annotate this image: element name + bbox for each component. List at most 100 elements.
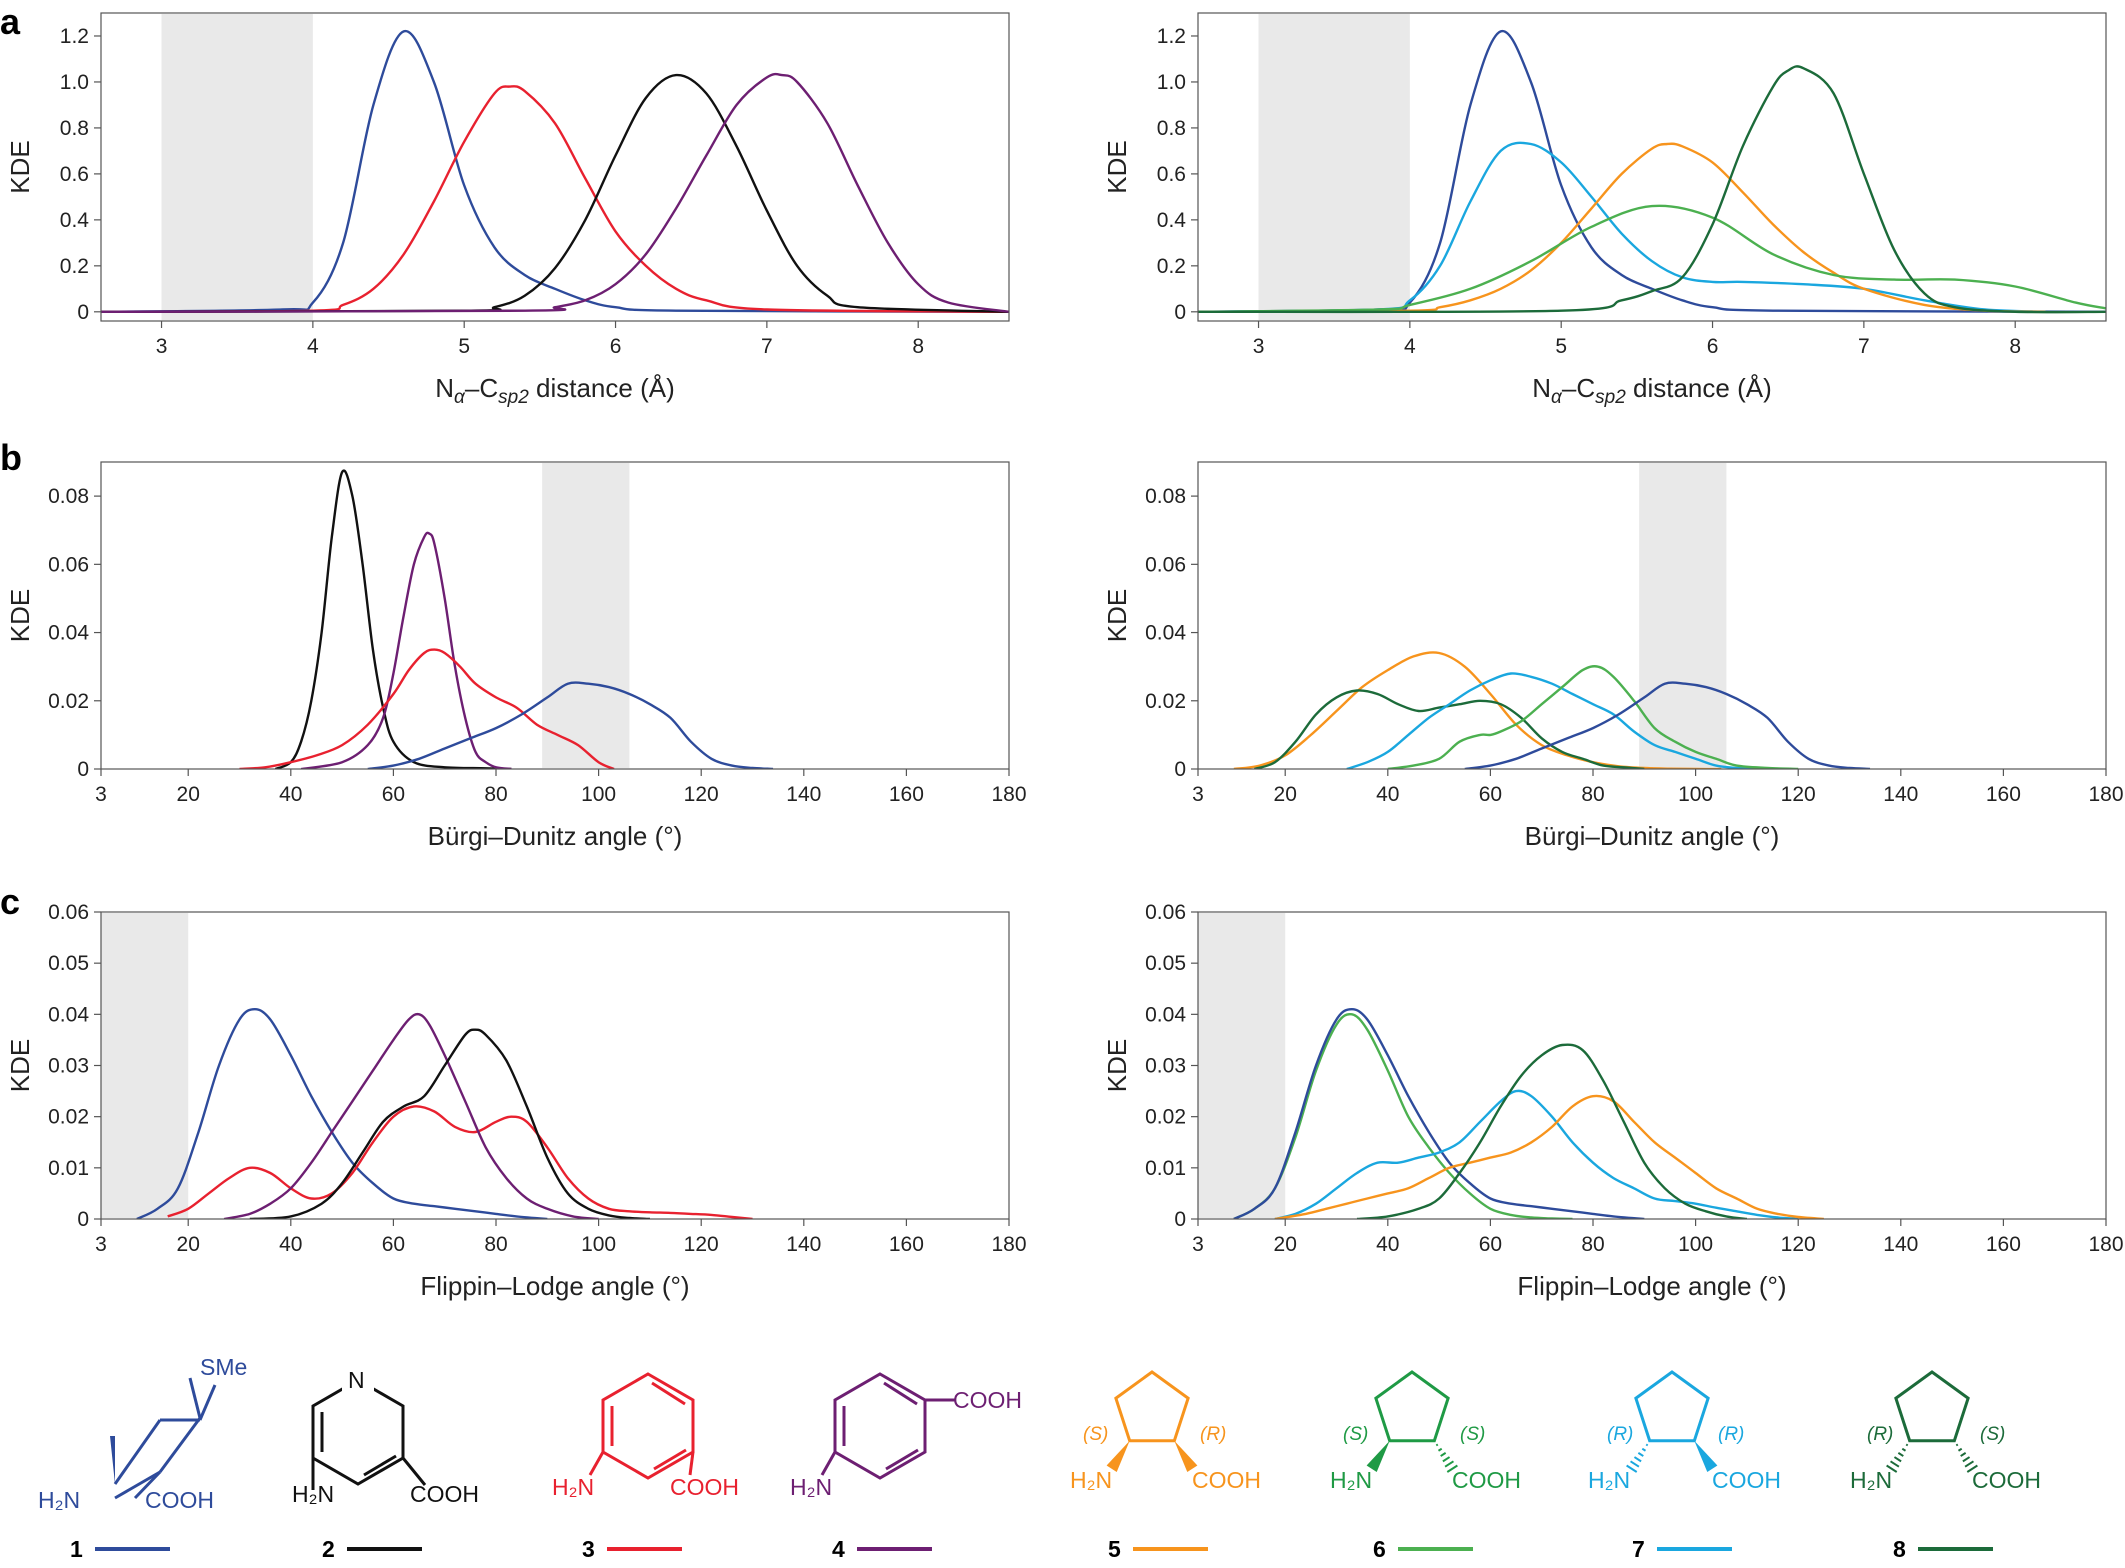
structure-4 [820,1372,955,1480]
x-axis-label: Nα–Csp2 distance (Å) [435,373,674,408]
structure-3-h2n: H₂N [552,1474,594,1500]
structure-6 [1366,1370,1458,1473]
x-tick-label: 20 [177,783,200,806]
x-tick-label: 100 [581,783,616,806]
series-line-compound-3 [101,85,1009,313]
structure-6-s1: (S) [1343,1424,1368,1445]
x-tick-label: 140 [786,783,821,806]
y-tick-label: 1.0 [1157,71,1186,94]
x-axis-label: Bürgi–Dunitz angle (°) [428,821,683,851]
compound-number-1: 1 [70,1536,83,1562]
x-tick-label: 80 [1581,1233,1604,1256]
structure-8-s1: (R) [1867,1424,1893,1445]
x-tick-label: 20 [1274,783,1297,806]
y-tick-label: 0.2 [60,255,89,278]
structure-5 [1106,1370,1198,1472]
x-tick-label: 80 [484,783,507,806]
series-line-compound-1 [136,1008,548,1219]
y-tick-label: 0.02 [48,1106,89,1129]
y-tick-label: 0 [1174,1208,1186,1231]
structure-7-s1: (R) [1607,1424,1633,1445]
structure-3 [588,1372,695,1480]
y-tick-label: 0.06 [48,901,89,924]
structure-8-s2: (S) [1980,1424,2005,1445]
x-tick-label: 40 [1376,1233,1399,1256]
x-tick-label: 140 [1883,1233,1918,1256]
x-axis-label: Nα–Csp2 distance (Å) [1532,373,1771,408]
y-tick-label: 1.2 [60,25,89,48]
compound-number-6: 6 [1373,1536,1386,1562]
y-axis-label: KDE [1102,140,1132,193]
structure-7-cooh: COOH [1712,1467,1781,1493]
axes-frame [100,12,1010,322]
x-tick-label: 100 [1678,783,1713,806]
structure-5-s2: (R) [1200,1424,1226,1445]
structure-2-n-bg [342,1364,374,1392]
y-tick-label: 0.4 [60,209,90,232]
axes-frame [100,461,1010,770]
y-tick-label: 0.04 [1145,622,1186,645]
structure-8 [1886,1370,1978,1473]
y-tick-label: 0.04 [48,622,89,645]
y-tick-label: 0.2 [1157,255,1186,278]
y-tick-label: 0.03 [1145,1055,1186,1078]
x-tick-label: 120 [1781,783,1816,806]
structure-6-cooh: COOH [1452,1467,1521,1493]
y-axis-label: KDE [5,1039,35,1092]
x-tick-label: 3 [1192,783,1204,806]
axes-frame [1197,461,2107,770]
y-tick-label: 0.06 [48,553,89,576]
structure-2-cooh: COOH [410,1481,479,1507]
structure-7-h2n: H₂N [1588,1467,1630,1493]
x-tick-label: 80 [1581,783,1604,806]
y-tick-label: 0.06 [1145,553,1186,576]
compound-number-8: 8 [1893,1536,1906,1562]
x-tick-label: 160 [889,783,924,806]
panel-letter-b: b [0,437,22,478]
shaded-region [1639,463,1727,768]
x-tick-label: 3 [95,1233,107,1256]
x-tick-label: 5 [458,335,470,358]
y-tick-label: 1.2 [1157,25,1186,48]
series-line-compound-5 [1198,142,2046,313]
x-tick-label: 3 [1253,335,1265,358]
x-tick-label: 8 [2009,335,2021,358]
compound-number-3: 3 [582,1536,595,1562]
x-tick-label: 40 [1376,783,1399,806]
structure-2-h2n: H₂N [292,1481,334,1507]
compound-number-4: 4 [832,1536,845,1562]
y-axis-label: KDE [5,589,35,642]
y-axis-label: KDE [1102,589,1132,642]
series-line-compound-6 [1387,665,1799,769]
x-tick-label: 180 [2088,783,2123,806]
chart-b-left: 3 20 40 60 80 100 120 140 160 180 0 0.02 0.04 0.06 0.0… [5,461,1027,851]
structure-5-h2n: H₂N [1070,1467,1112,1493]
series-line-compound-1 [101,30,1009,313]
structure-3-cooh: COOH [670,1474,739,1500]
y-tick-label: 0.8 [1157,117,1186,140]
x-tick-label: 4 [307,335,319,358]
series-line-compound-1 [367,681,774,769]
structure-4-h2n: H₂N [790,1474,832,1500]
shaded-region [161,14,313,320]
shaded-region [1198,913,1286,1218]
x-tick-label: 80 [484,1233,507,1256]
panel-letter-a: a [0,1,21,42]
series-line-compound-8 [1198,65,2106,314]
series-line-compound-6 [1233,1012,1573,1219]
series-line-compound-2 [249,1028,650,1219]
x-tick-label: 120 [1781,1233,1816,1256]
series-line-compound-8 [1254,689,1645,769]
structure-8-cooh: COOH [1972,1467,2041,1493]
structure-1-h2n: H₂N [38,1487,80,1513]
x-tick-label: 180 [991,783,1026,806]
y-tick-label: 0.01 [1145,1157,1186,1180]
chart-c-left: 3 20 40 60 80 100 120 140 160 180 0 0.01 0.02 0.03 0.0… [5,901,1027,1301]
x-tick-label: 180 [991,1233,1026,1256]
structure-8-h2n: H₂N [1850,1467,1892,1493]
y-tick-label: 0.05 [1145,952,1186,975]
x-tick-label: 60 [1479,1233,1502,1256]
series-line-compound-4 [101,72,1009,313]
structure-6-h2n: H₂N [1330,1467,1372,1493]
